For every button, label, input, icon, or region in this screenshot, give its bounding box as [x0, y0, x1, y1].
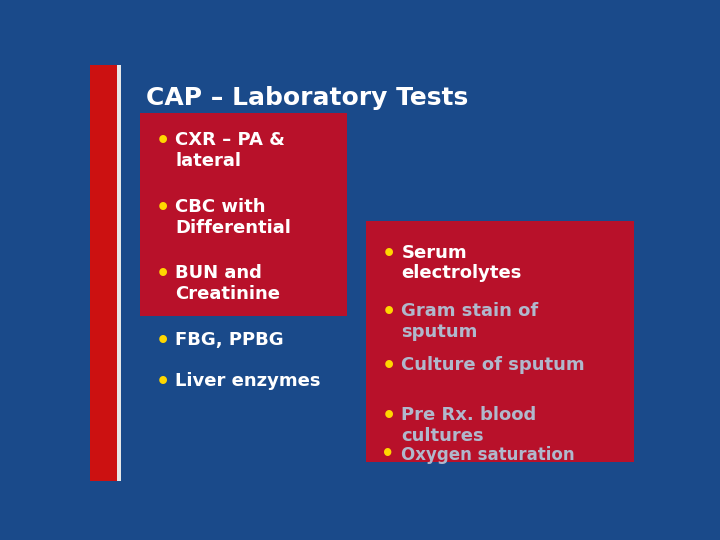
Text: Pre Rx. blood
cultures: Pre Rx. blood cultures [401, 406, 536, 444]
Text: •: • [156, 265, 169, 285]
Text: Gram stain of
sputum: Gram stain of sputum [401, 302, 539, 341]
Text: •: • [382, 356, 395, 376]
Text: Culture of sputum: Culture of sputum [401, 356, 585, 374]
Text: Liver enzymes: Liver enzymes [176, 373, 321, 390]
Text: •: • [382, 444, 395, 464]
Text: •: • [156, 198, 169, 218]
Text: CAP – Laboratory Tests: CAP – Laboratory Tests [145, 85, 468, 110]
Text: BUN and
Creatinine: BUN and Creatinine [176, 265, 280, 303]
Text: •: • [382, 406, 395, 426]
FancyBboxPatch shape [140, 113, 347, 316]
Text: •: • [156, 373, 169, 393]
Text: CXR – PA &
lateral: CXR – PA & lateral [176, 131, 285, 170]
Text: •: • [156, 131, 169, 151]
Text: •: • [382, 302, 395, 322]
Text: •: • [156, 331, 169, 351]
FancyBboxPatch shape [117, 65, 121, 481]
FancyBboxPatch shape [366, 221, 634, 462]
Text: •: • [382, 244, 395, 264]
Text: Oxygen saturation: Oxygen saturation [401, 446, 575, 464]
Text: CBC with
Differential: CBC with Differential [176, 198, 292, 237]
Text: Serum
electrolytes: Serum electrolytes [401, 244, 522, 282]
FancyBboxPatch shape [90, 65, 117, 481]
Text: FBG, PPBG: FBG, PPBG [176, 331, 284, 349]
